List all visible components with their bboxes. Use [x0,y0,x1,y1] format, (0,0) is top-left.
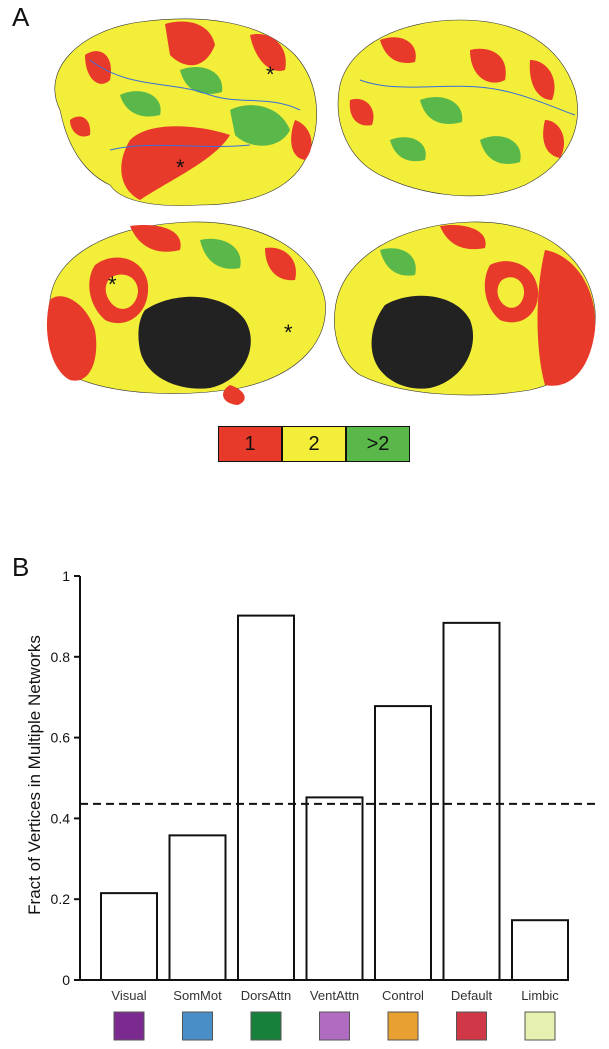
swatch-visual [113,1011,145,1041]
brain-medial-right [334,221,596,396]
bar-sommot [168,834,227,982]
bar-limbic [511,919,569,982]
brain-lateral-left [54,18,318,206]
swatch-ventattn [319,1011,350,1041]
category-label: Default [451,988,493,1003]
y-tick-label: 0.6 [51,730,71,746]
bar-ventattn [305,796,364,981]
marker-asterisk: * [266,62,275,87]
y-tick-label: 0 [62,972,70,988]
y-tick-label: 0.4 [51,810,71,826]
category-label: VentAttn [310,988,359,1003]
bar-dorsattn [237,614,295,981]
panel-a-label: A [12,2,30,32]
y-ticks: 0 0.2 0.4 0.6 0.8 1 [51,568,80,988]
category-label: DorsAttn [241,988,292,1003]
legend-label-2: 2 [308,432,320,455]
y-tick-label: 0.2 [51,891,71,907]
category-label: Control [382,988,424,1003]
legend-cell-more-than-2: >2 [346,426,410,462]
bar-default [442,621,501,981]
swatch-control [387,1011,419,1041]
category-label: Limbic [521,988,559,1003]
marker-asterisk: * [108,272,117,297]
bars [100,614,569,982]
y-axis-label: Fract of Vertices in Multiple Networks [25,635,44,915]
category-label: SomMot [173,988,222,1003]
swatch-limbic [524,1011,556,1041]
legend-cell-1: 1 [218,426,282,462]
bar-control [374,705,432,981]
brain-medial-left [46,221,326,405]
network-color-swatches [113,1011,556,1041]
bar-visual [100,892,158,982]
category-labels: Visual SomMot DorsAttn VentAttn Control Defau… [111,988,559,1003]
marker-asterisk: * [284,320,293,345]
category-label: Visual [111,988,146,1003]
marker-asterisk: * [176,155,185,180]
legend-label-more-than-2: >2 [366,432,390,455]
brain-surface-maps: * * * * [46,18,596,405]
swatch-sommot [182,1011,213,1041]
swatch-default [456,1011,487,1041]
brain-lateral-right [337,19,578,197]
legend-cell-2: 2 [282,426,346,462]
y-tick-label: 1 [62,568,70,584]
y-tick-label: 0.8 [51,649,71,665]
bar-chart: Fract of Vertices in Multiple Networks 0… [25,568,598,1041]
panel-b-label: B [12,552,30,582]
swatch-dorsattn [250,1011,282,1041]
legend-label-1: 1 [244,432,256,455]
